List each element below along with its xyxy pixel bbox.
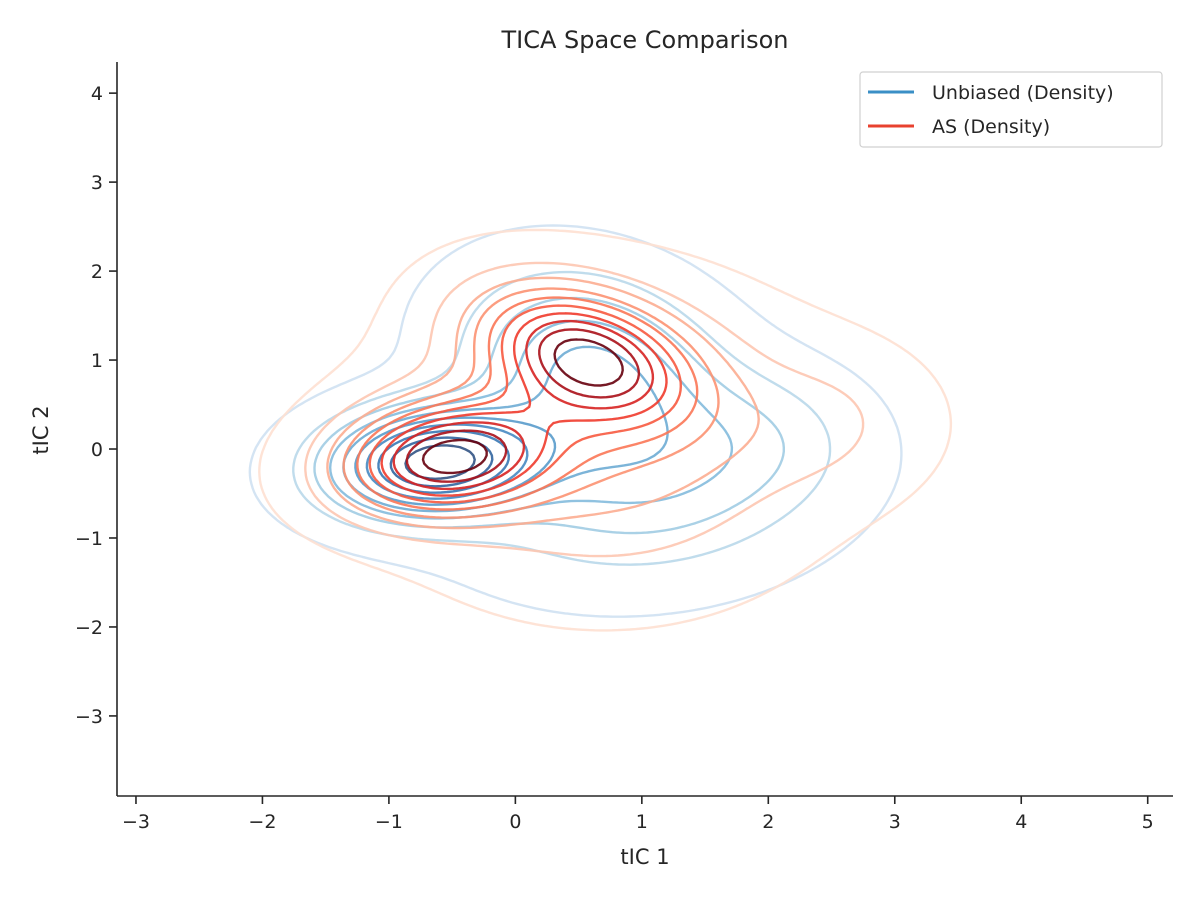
legend: Unbiased (Density) AS (Density) [859,71,1163,148]
x-tick: 5 [1142,796,1154,833]
x-axis-ticks: −3 −2 −1 0 1 2 3 4 5 [122,796,1154,833]
chart-title: TICA Space Comparison [500,26,788,54]
x-tick: −1 [375,796,403,833]
unbiased-density-contour [248,224,903,618]
y-tick: −2 [75,617,117,639]
x-tick-label: 5 [1142,811,1154,833]
y-tick: 1 [91,350,117,372]
y-tick-label: −1 [75,528,103,550]
y-tick-label: 4 [91,83,103,105]
as-density-contour [342,287,720,519]
legend-label-as: AS (Density) [932,116,1050,138]
y-tick-label: −3 [75,706,103,728]
y-tick-label: 3 [91,172,103,194]
x-tick: 3 [889,796,901,833]
y-tick: −3 [75,706,117,728]
x-tick-label: 3 [889,811,901,833]
as-density-contour [380,312,668,497]
y-axis-title: tIC 2 [29,405,53,454]
unbiased-density-contour [329,319,734,520]
unbiased-density-contour [377,429,510,494]
x-tick-label: −2 [248,811,276,833]
y-tick-label: 2 [91,261,103,283]
as-density-contour [421,338,624,475]
as-density-contour [356,296,699,511]
x-tick: 0 [509,796,521,833]
x-tick: 4 [1015,796,1027,833]
x-tick-label: 2 [762,811,774,833]
y-tick-label: 1 [91,350,103,372]
x-tick-label: 4 [1015,811,1027,833]
y-tick: 3 [91,172,117,194]
y-tick: −1 [75,528,117,550]
y-tick: 0 [91,439,117,461]
as-density-contour [326,276,760,530]
x-tick: −2 [248,796,276,833]
contour-layer [248,224,953,632]
legend-label-unbiased: Unbiased (Density) [932,82,1114,104]
x-tick: 1 [636,796,648,833]
y-tick-label: −2 [75,617,103,639]
as-density-contour [405,328,641,483]
x-tick: 2 [762,796,774,833]
as-density-contour [392,319,655,491]
x-axis-title: tIC 1 [620,845,669,869]
x-tick-label: −3 [122,811,150,833]
y-tick: 2 [91,261,117,283]
y-tick: 4 [91,83,117,105]
y-axis-ticks: −3 −2 −1 0 1 2 3 4 [75,83,117,728]
as-density-contour [368,304,682,504]
legend-box [859,71,1163,148]
x-tick-label: 0 [509,811,521,833]
x-tick-label: 1 [636,811,648,833]
as-density-contour [304,261,865,558]
x-tick-label: −1 [375,811,403,833]
y-tick-label: 0 [91,439,103,461]
as-density-contour [258,228,953,632]
x-tick: −3 [122,796,150,833]
